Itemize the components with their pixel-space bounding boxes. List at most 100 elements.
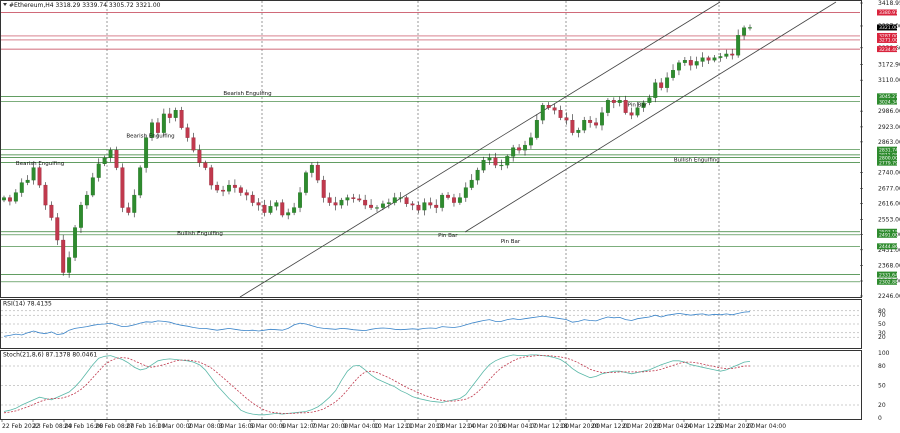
bearish-candle — [256, 202, 261, 206]
price-tag-bg — [877, 36, 897, 43]
bullish-candle — [671, 70, 675, 78]
pattern-annotation: Bullish Engulfing — [674, 157, 720, 163]
bullish-candle — [90, 177, 95, 196]
bullish-candle — [339, 199, 344, 206]
price-tag-label: 2491.00 — [879, 232, 898, 238]
bullish-candle — [345, 197, 350, 201]
x-tick-label: 10 Mar 12:00 — [374, 423, 414, 430]
bullish-candle — [463, 187, 468, 198]
bullish-candle — [677, 62, 681, 71]
bearish-candle — [493, 157, 498, 166]
bullish-candle — [487, 157, 492, 161]
price-tag-label: 3287.00 — [879, 34, 898, 40]
y-tick-label: 2246.00 — [878, 293, 900, 300]
bullish-candle — [161, 113, 166, 133]
bearish-candle — [61, 239, 66, 273]
y-tick-label: 2616.00 — [878, 201, 900, 208]
bullish-candle — [108, 149, 113, 158]
price-tag-bg — [877, 32, 897, 39]
price-tag-label: 3321.00 — [879, 25, 898, 31]
bullish-candle — [286, 212, 291, 216]
stoch-level-label: 0 — [878, 415, 882, 422]
bearish-candle — [197, 149, 202, 163]
stoch-level-label: 20 — [878, 402, 886, 409]
bearish-candle — [37, 167, 42, 186]
pattern-annotation: Bearish Engulfing — [126, 134, 174, 140]
bullish-candle — [528, 137, 533, 146]
bullish-candle — [712, 57, 717, 61]
bearish-candle — [203, 162, 208, 168]
x-tick-label: 2 Mar 08:00 — [188, 423, 224, 430]
bearish-candle — [594, 122, 599, 126]
price-tag-bg — [877, 228, 897, 235]
price-tag-label: 3271.00 — [879, 38, 898, 44]
pattern-annotation: Bearish Engulfing — [16, 161, 64, 167]
bullish-candle — [469, 179, 474, 188]
bullish-candle — [422, 202, 427, 211]
bearish-candle — [250, 194, 255, 203]
trend-channel — [239, 1, 837, 298]
stoch-level-label: 80 — [878, 363, 886, 370]
rsi-level-label: 20 — [878, 334, 886, 341]
bullish-candle — [641, 102, 646, 108]
main-panel-frame — [0, 0, 862, 298]
bullish-candle — [309, 164, 314, 173]
price-tag-label: 2831.74 — [879, 147, 898, 153]
collapse-triangle-icon[interactable] — [3, 3, 7, 6]
bullish-candle — [25, 179, 30, 183]
price-tag-label: 2779.79 — [879, 160, 898, 166]
symbol-label: #Ethereum,H4 3318.29 3339.74 3305.72 332… — [3, 2, 161, 9]
bearish-candle — [546, 105, 551, 108]
y-tick-label: 3172.90 — [878, 61, 900, 68]
x-tick-label: 11 Mar 20:00 — [405, 423, 445, 430]
bullish-candle — [31, 167, 36, 181]
stoch-level-label: 100 — [878, 350, 890, 357]
bullish-candle — [665, 77, 670, 88]
y-tick-label: 2986.00 — [878, 108, 900, 115]
x-tick-label: 26 Feb 08:00 — [95, 423, 135, 430]
stoch-panel-frame — [0, 350, 862, 420]
bearish-candle — [404, 197, 409, 204]
y-tick-label: 2431.00 — [878, 247, 900, 254]
x-tick-label: 9 Mar 04:00 — [343, 423, 379, 430]
bullish-candle — [102, 157, 107, 165]
y-tick-label: 3418.95 — [878, 0, 900, 7]
bearish-candle — [357, 198, 362, 201]
x-tick-label: 23 Feb 08:00 — [33, 423, 73, 430]
rsi-level-label: 30 — [878, 330, 886, 337]
bearish-candle — [327, 197, 332, 203]
pattern-annotation: Pin Bar — [501, 239, 521, 245]
bullish-candle — [392, 197, 397, 203]
bullish-candle — [582, 119, 587, 131]
price-tag-bg — [877, 154, 897, 161]
price-tag-label: 2444.86 — [879, 244, 898, 250]
support-resistance-lines — [1, 12, 860, 283]
price-tag-label: 3380.97 — [879, 10, 898, 16]
bullish-candle — [173, 110, 178, 118]
bearish-candle — [7, 197, 12, 202]
rsi-level-label: 70 — [878, 312, 886, 319]
bearish-candle — [611, 100, 616, 103]
bearish-candle — [55, 217, 60, 241]
bullish-candle — [600, 112, 604, 126]
bullish-candle — [617, 100, 622, 103]
x-tick-label: 27 Mar 04:00 — [746, 423, 786, 430]
bullish-candle — [748, 27, 752, 29]
bearish-candle — [452, 197, 456, 203]
bullish-candle — [440, 194, 445, 208]
x-tick-label: 14 Mar 20:00 — [467, 423, 507, 430]
bearish-candle — [730, 53, 735, 56]
bearish-candle — [659, 82, 664, 88]
price-tag-bg — [877, 146, 897, 153]
x-tick-label: 7 Mar 20:00 — [312, 423, 348, 430]
bearish-candle — [321, 179, 326, 198]
y-tick-label: 2863.00 — [878, 139, 900, 146]
bearish-candle — [49, 204, 54, 218]
bullish-candle — [742, 27, 747, 36]
bearish-candle — [410, 203, 415, 206]
bullish-candle — [227, 184, 231, 192]
bullish-candle — [481, 159, 486, 171]
bearish-candle — [706, 57, 711, 61]
bullish-candle — [576, 129, 581, 133]
